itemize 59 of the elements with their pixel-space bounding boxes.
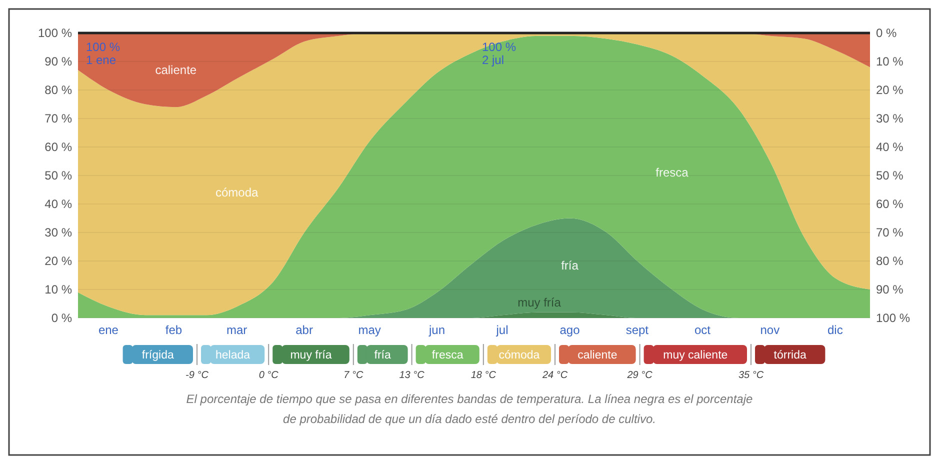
x-tick-label: oct: [694, 323, 712, 337]
text: 24 °C: [541, 370, 568, 381]
text: fresca: [656, 166, 688, 180]
y2-tick-label: 100 %: [876, 311, 910, 325]
annotation: 100 % 1 ene: [86, 40, 120, 67]
x-tick-label: feb: [165, 323, 182, 337]
text: 18 °C: [470, 370, 497, 381]
legend-label: fría: [374, 350, 392, 362]
y2-tick-label: 90 %: [876, 282, 904, 296]
x-tick-label: jul: [495, 323, 508, 337]
text: -9 °C: [186, 370, 210, 381]
y-tick-label: 30 %: [44, 226, 72, 240]
text: 0 °C: [258, 370, 280, 381]
text: 29 °C: [626, 370, 654, 381]
x-tick-label: ago: [560, 323, 580, 337]
legend-label: cómoda: [498, 350, 540, 362]
legend-label: fresca: [432, 350, 464, 362]
y2-tick-label: 0 %: [876, 26, 898, 40]
x-tick-label: jun: [428, 323, 446, 337]
text: 7 °C: [344, 370, 364, 381]
legend-label: tórrida: [774, 350, 807, 362]
x-tick-label: dic: [828, 323, 843, 337]
x-tick-label: sept: [626, 323, 650, 337]
x-tick-label: nov: [760, 323, 780, 337]
x-tick-label: ene: [98, 323, 119, 337]
y-tick-label: 80 %: [44, 83, 72, 97]
y2-tick-label: 40 %: [876, 140, 904, 154]
x-tick-label: may: [358, 323, 381, 337]
y2-tick-label: 30 %: [876, 112, 904, 126]
legend-label: muy fría: [290, 350, 332, 362]
text: fría: [561, 258, 578, 272]
y2-tick-label: 50 %: [876, 168, 904, 182]
text: muy fría: [518, 295, 561, 310]
annotation: 100 % 2 jul: [482, 40, 516, 67]
legend-label: caliente: [578, 350, 618, 362]
y-tick-label: 0 %: [51, 311, 72, 325]
x-tick-label: abr: [296, 323, 313, 337]
y-tick-label: 50 %: [44, 168, 72, 182]
y2-tick-label: 20 %: [876, 83, 904, 97]
y2-tick-label: 60 %: [876, 197, 904, 211]
legend-label: frígida: [142, 350, 174, 362]
y-tick-label: 60 %: [44, 140, 72, 154]
y2-tick-label: 80 %: [876, 254, 904, 268]
text: El porcentaje de tiempo que se pasa en diferentes bandas de temperatura. La línea negra es el porcentaje de probabilidad de que un día dado esté dentro del período de cultivo.: [186, 392, 754, 426]
y-tick-label: 90 %: [44, 54, 72, 68]
y-tick-label: 40 %: [44, 197, 72, 211]
y2-tick-label: 70 %: [876, 226, 904, 240]
text: cómoda: [215, 186, 258, 200]
legend-label: helada: [216, 350, 251, 362]
legend-label: muy caliente: [663, 350, 728, 362]
y-tick-label: 20 %: [44, 254, 72, 268]
y-tick-label: 100 %: [38, 26, 72, 40]
y-tick-label: 10 %: [44, 282, 72, 296]
text: 35 °C: [738, 370, 764, 381]
y-tick-label: 70 %: [44, 112, 72, 126]
text: caliente: [155, 63, 197, 78]
text: 13 °C: [399, 370, 426, 381]
y2-tick-label: 10 %: [876, 54, 904, 68]
x-tick-label: mar: [226, 323, 248, 337]
